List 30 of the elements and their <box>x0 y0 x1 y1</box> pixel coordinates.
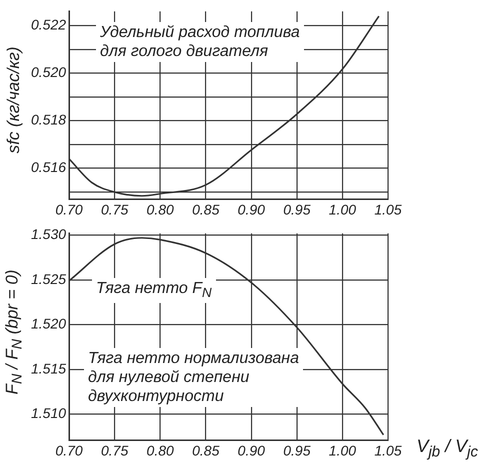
y-axis-title: sfc (кг/час/кг) <box>4 46 24 154</box>
x-tick-label: 1.05 <box>374 442 402 458</box>
y-tick-label: 0.516 <box>30 159 66 176</box>
x-tick-label: 0.75 <box>100 201 128 218</box>
annotation: Удельный расход топлива для голого двигателя <box>96 22 304 62</box>
x-tick-label: 0.80 <box>146 201 174 218</box>
x-tick-label: 1.05 <box>374 201 402 218</box>
x-tick-label: 0.90 <box>238 201 266 218</box>
y-tick-label: 1.530 <box>30 226 66 242</box>
y-tick-label: 0.518 <box>30 112 66 128</box>
x-tick-label: 0.85 <box>192 442 220 458</box>
y-tick-label: 0.520 <box>30 64 66 80</box>
y-tick-label: 0.522 <box>30 16 66 33</box>
x-tick-label: 1.00 <box>328 442 356 458</box>
x-tick-label: 0.80 <box>146 442 174 458</box>
x-tick-label: 0.95 <box>283 442 311 458</box>
x-tick-label: 1.00 <box>328 201 356 218</box>
y-tick-label: 1.525 <box>30 270 66 287</box>
x-tick-label: 0.95 <box>283 201 311 218</box>
x-tick-label: 0.90 <box>238 442 266 458</box>
x-tick-label: 0.75 <box>100 442 128 458</box>
x-axis-title: V$_{jb}$ / V$_{jc}$ <box>416 436 478 461</box>
y-tick-label: 1.520 <box>30 316 66 332</box>
y-tick-label: 1.510 <box>30 405 66 422</box>
annotation: Тяга нетто нормализована для нулевой степени двухконтурности <box>84 348 303 407</box>
annotation: Тяга нетто F$_{N}$ <box>92 278 216 304</box>
x-tick-label: 0.85 <box>192 201 220 218</box>
x-tick-label: 0.70 <box>55 201 83 218</box>
y-tick-label: 1.515 <box>30 360 66 376</box>
x-tick-label: 0.70 <box>55 442 83 458</box>
